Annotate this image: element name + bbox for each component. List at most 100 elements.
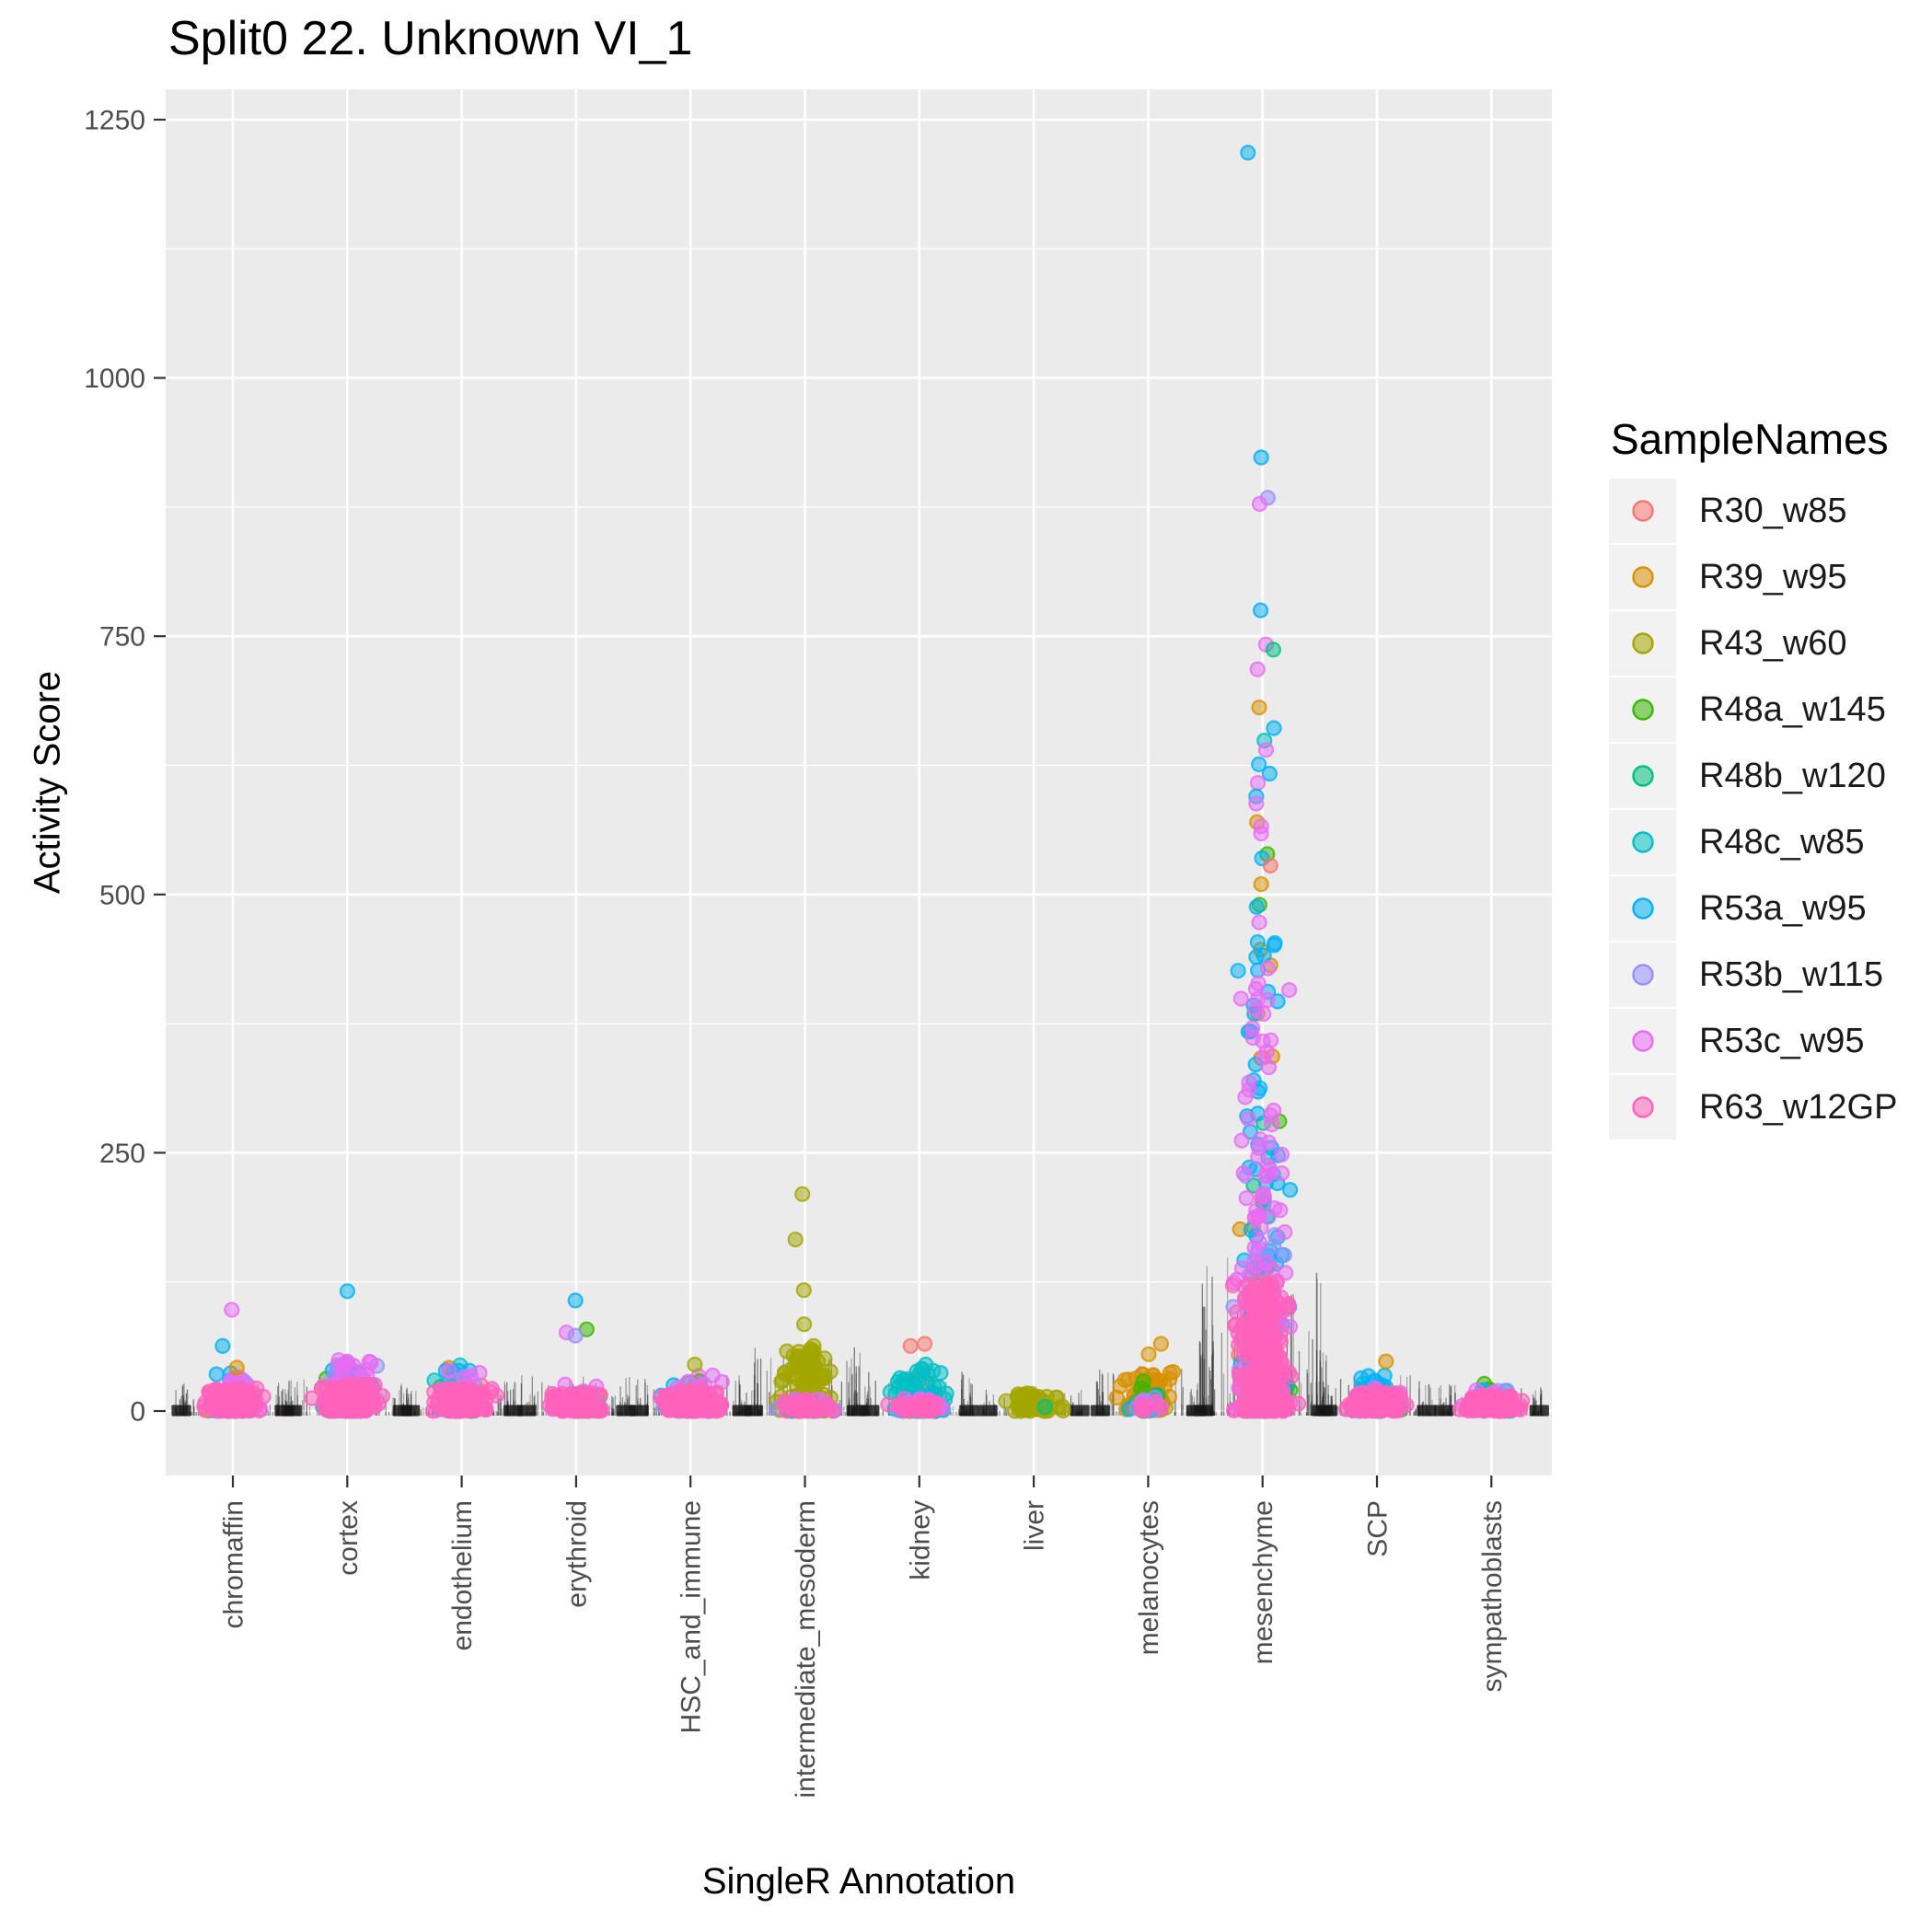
legend-point-icon bbox=[1631, 897, 1654, 920]
legend-key bbox=[1609, 677, 1676, 742]
legend-label: R30_w85 bbox=[1699, 491, 1847, 530]
y-tick-label: 250 bbox=[99, 1139, 145, 1169]
outliers-chromaffin bbox=[214, 1301, 245, 1376]
x-tick-labels: chromaffin cortex endothelium erythroid HSC_… bbox=[219, 1500, 1508, 1798]
data-point-outlier bbox=[687, 1356, 703, 1373]
points-melanocytes-R63_w12GP bbox=[1132, 1394, 1170, 1418]
outliers-kidney bbox=[902, 1336, 934, 1377]
points-erythroid-R63_w12GP bbox=[541, 1384, 610, 1419]
data-point-outlier bbox=[228, 1359, 245, 1376]
data-point-outlier bbox=[802, 1341, 819, 1358]
x-tick-label: intermediate_mesoderm bbox=[791, 1500, 821, 1798]
data-point-outlier bbox=[1253, 449, 1269, 466]
points-chromaffin-R63_w12GP bbox=[196, 1380, 272, 1419]
x-tick-label: HSC_and_immune bbox=[677, 1500, 707, 1733]
legend-key bbox=[1609, 810, 1676, 874]
rug-edge-bar bbox=[1433, 1405, 1453, 1417]
data-point-outlier bbox=[1262, 857, 1278, 874]
legend-point-icon bbox=[1631, 699, 1654, 721]
data-point-outlier bbox=[916, 1336, 933, 1352]
data-point-outlier bbox=[1251, 756, 1267, 773]
y-axis-title: Activity Score bbox=[27, 670, 68, 895]
legend-label: R63_w12GP bbox=[1699, 1087, 1898, 1127]
rug-edge-bar bbox=[978, 1405, 998, 1417]
y-tick-label: 0 bbox=[130, 1397, 145, 1428]
data-point-outlier bbox=[1249, 661, 1266, 677]
legend-key bbox=[1609, 479, 1676, 543]
legend-item-R48a_w145: R48a_w145 bbox=[1609, 677, 1931, 742]
legend-key bbox=[1609, 744, 1676, 808]
axis-ticks bbox=[154, 118, 1493, 1487]
data-point-outlier bbox=[794, 1186, 811, 1202]
points-intermediate_mesoderm-R63_w12GP bbox=[776, 1393, 842, 1419]
points-sympathoblasts-R63_w12GP bbox=[1452, 1387, 1531, 1419]
legend-key bbox=[1609, 876, 1676, 941]
legend-key bbox=[1609, 943, 1676, 1007]
data-point-outlier bbox=[567, 1327, 584, 1344]
legend-point-icon bbox=[1631, 765, 1654, 787]
gridlines-minor bbox=[166, 248, 1552, 1283]
outliers-mesenchyme bbox=[1240, 145, 1282, 931]
legend-point-icon bbox=[1631, 566, 1654, 588]
data-point-outlier bbox=[1251, 495, 1268, 513]
data-point-outlier bbox=[1265, 642, 1282, 658]
data-point-outlier bbox=[795, 1282, 812, 1299]
x-tick-label: kidney bbox=[905, 1500, 935, 1580]
data-point-outlier bbox=[795, 1316, 813, 1333]
y-tick-label: 1000 bbox=[84, 364, 145, 394]
legend-label: R48b_w120 bbox=[1699, 756, 1886, 795]
rug-edge-bar bbox=[629, 1405, 649, 1417]
legend-point-icon bbox=[1631, 831, 1654, 853]
legend-label: R39_w95 bbox=[1699, 557, 1847, 596]
gridlines-major bbox=[166, 89, 1552, 1475]
x-tick-label: sympathoblasts bbox=[1477, 1500, 1508, 1692]
data-point-outlier bbox=[902, 1337, 919, 1354]
rug-edge-bar bbox=[959, 1405, 979, 1417]
plot-title: Split0 22. Unknown VI_1 bbox=[168, 12, 693, 65]
legend-item-R53a_w95: R53a_w95 bbox=[1609, 876, 1931, 941]
rug-edge-bar bbox=[1070, 1405, 1090, 1417]
rug-edge-bar bbox=[1529, 1405, 1549, 1417]
data-point-outlier bbox=[214, 1337, 231, 1354]
outliers-cortex bbox=[339, 1283, 355, 1300]
outliers-SCP bbox=[1378, 1353, 1394, 1370]
rug-edge-bar bbox=[1417, 1405, 1437, 1417]
data-point-outlier bbox=[1240, 145, 1256, 161]
legend-title: SampleNames bbox=[1611, 415, 1889, 463]
rug-edge-bar bbox=[1090, 1405, 1111, 1417]
legend-key bbox=[1609, 545, 1676, 609]
x-tick-label: mesenchyme bbox=[1248, 1500, 1278, 1664]
rug-edge-bar bbox=[282, 1405, 302, 1417]
outliers-erythroid bbox=[558, 1292, 596, 1344]
legend-point-icon bbox=[1631, 964, 1654, 986]
legend-label: R53c_w95 bbox=[1699, 1021, 1865, 1060]
points-kidney-R63_w12GP bbox=[880, 1394, 944, 1419]
data-point-outlier bbox=[339, 1283, 355, 1300]
legend-point-icon bbox=[1631, 632, 1654, 654]
data-point-outlier bbox=[1248, 898, 1265, 915]
points-endothelium-R63_w12GP bbox=[424, 1381, 505, 1419]
legend-key bbox=[1609, 1075, 1676, 1140]
legend-items: R30_w85 R39_w95 R43_w60 R48a_w145 R48b_w120 R… bbox=[1609, 479, 1931, 1140]
x-tick-label: melanocytes bbox=[1134, 1500, 1164, 1655]
data-point-outlier bbox=[224, 1301, 240, 1318]
data-point-outlier bbox=[1253, 875, 1269, 893]
points-HSC_and_immune-R63_w12GP bbox=[652, 1382, 730, 1419]
outliers-intermediate_mesoderm bbox=[787, 1186, 822, 1358]
data-point-outlier bbox=[1036, 1398, 1053, 1416]
legend-item-R30_w85: R30_w85 bbox=[1609, 479, 1931, 543]
data-point-outlier bbox=[567, 1292, 584, 1309]
data-point-outlier bbox=[1253, 825, 1269, 842]
x-tick-label: erythroid bbox=[561, 1500, 592, 1608]
outliers-HSC_and_immune bbox=[687, 1356, 703, 1373]
data-point-outlier bbox=[1378, 1353, 1394, 1370]
legend-key bbox=[1609, 611, 1676, 676]
data-point-outlier bbox=[1252, 602, 1269, 619]
y-tick-labels: 0 250 500 750 1000 1250 bbox=[84, 106, 145, 1428]
legend-item-R48c_w85: R48c_w85 bbox=[1609, 810, 1931, 874]
legend-label: R43_w60 bbox=[1699, 623, 1847, 663]
y-tick-label: 500 bbox=[99, 880, 145, 910]
rug-edge-bar bbox=[516, 1405, 537, 1417]
legend-point-icon bbox=[1631, 1030, 1654, 1052]
legend-item-R39_w95: R39_w95 bbox=[1609, 545, 1931, 609]
